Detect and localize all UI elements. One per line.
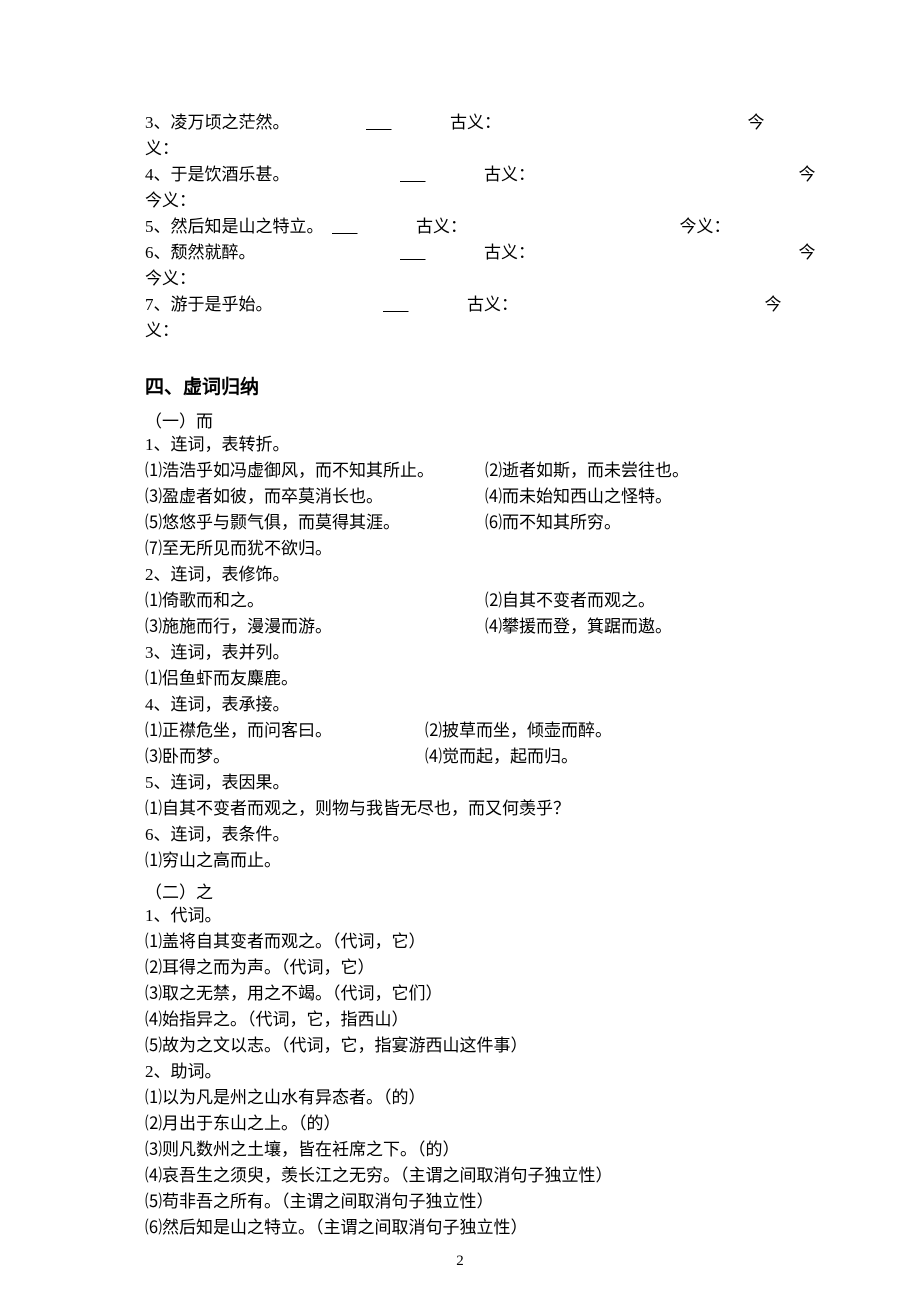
example-row: ⑸悠悠乎与颢气俱，而莫得其涯。⑹而不知其所穷。 <box>145 510 790 536</box>
example-line: ⑴自其不变者而观之，则物与我皆无尽也，而又何羡乎？ <box>145 796 790 822</box>
er-group-head: 5、连词，表因果。 <box>145 770 790 796</box>
er-group-head: 6、连词，表条件。 <box>145 822 790 848</box>
example-line: ⑷哀吾生之须臾，羡长江之无穷。（主谓之间取消句子独立性） <box>145 1163 790 1189</box>
subsection-zhi-heading: （二）之 <box>145 878 790 903</box>
example-line: ⑴侣鱼虾而友麋鹿。 <box>145 666 790 692</box>
section-4-heading: 四、虚词归纳 <box>145 372 790 399</box>
zhi-group-head: 2、助词。 <box>145 1059 790 1085</box>
er-block: 1、连词，表转折。⑴浩浩乎如冯虚御风，而不知其所止。⑵逝者如斯，而未尝往也。⑶盈… <box>145 432 790 874</box>
example-line: ⑹然后知是山之特立。（主谓之间取消句子独立性） <box>145 1215 790 1241</box>
vocab-item: 3、凌万顷之茫然。 古义： 今 <box>145 110 790 136</box>
example-line: ⑸故为之文以志。（代词，它，指宴游西山这件事） <box>145 1033 790 1059</box>
vocab-item-cont: 义： <box>145 318 790 344</box>
er-group-head: 2、连词，表修饰。 <box>145 562 790 588</box>
example-line: ⑴穷山之高而止。 <box>145 848 790 874</box>
document-page: 3、凌万顷之茫然。 古义： 今义：4、于是饮酒乐甚。 古义： 今今义：5、然后知… <box>0 0 920 1302</box>
er-group-head: 4、连词，表承接。 <box>145 692 790 718</box>
example-row: ⑴浩浩乎如冯虚御风，而不知其所止。⑵逝者如斯，而未尝往也。 <box>145 458 790 484</box>
example-row: ⑴倚歌而和之。⑵自其不变者而观之。 <box>145 588 790 614</box>
vocab-item: 6、颓然就醉。 古义： 今 <box>145 240 790 266</box>
vocab-item-cont: 今义： <box>145 188 790 214</box>
vocab-item-cont: 义： <box>145 136 790 162</box>
example-line: ⑺至无所见而犹不欲归。 <box>145 536 790 562</box>
example-line: ⑸苟非吾之所有。（主谓之间取消句子独立性） <box>145 1189 790 1215</box>
example-line: ⑶则凡数州之土壤，皆在衽席之下。（的） <box>145 1137 790 1163</box>
example-row: ⑶盈虚者如彼，而卒莫消长也。⑷而未始知西山之怪特。 <box>145 484 790 510</box>
vocab-ancient-modern-block: 3、凌万顷之茫然。 古义： 今义：4、于是饮酒乐甚。 古义： 今今义：5、然后知… <box>145 110 790 344</box>
example-row: ⑶施施而行，漫漫而游。⑷攀援而登，箕踞而遨。 <box>145 614 790 640</box>
example-line: ⑵耳得之而为声。（代词，它） <box>145 955 790 981</box>
example-line: ⑵月出于东山之上。（的） <box>145 1111 790 1137</box>
zhi-block: 1、代词。⑴盖将自其变者而观之。（代词，它）⑵耳得之而为声。（代词，它）⑶取之无… <box>145 903 790 1241</box>
vocab-item-cont: 今义： <box>145 266 790 292</box>
example-row: ⑶卧而梦。⑷觉而起，起而归。 <box>145 744 790 770</box>
example-line: ⑴以为凡是州之山水有异态者。（的） <box>145 1085 790 1111</box>
er-group-head: 3、连词，表并列。 <box>145 640 790 666</box>
vocab-item: 4、于是饮酒乐甚。 古义： 今 <box>145 162 790 188</box>
example-row: ⑴正襟危坐，而问客曰。⑵披草而坐，倾壶而醉。 <box>145 718 790 744</box>
vocab-item: 5、然后知是山之特立。 古义： 今义： <box>145 214 790 240</box>
example-line: ⑶取之无禁，用之不竭。（代词，它们） <box>145 981 790 1007</box>
er-group-head: 1、连词，表转折。 <box>145 432 790 458</box>
example-line: ⑷始指异之。（代词，它，指西山） <box>145 1007 790 1033</box>
page-number: 2 <box>456 1253 464 1270</box>
subsection-er-heading: （一）而 <box>145 407 790 432</box>
vocab-item: 7、游于是乎始。 古义： 今 <box>145 292 790 318</box>
example-line: ⑴盖将自其变者而观之。（代词，它） <box>145 929 790 955</box>
zhi-group-head: 1、代词。 <box>145 903 790 929</box>
